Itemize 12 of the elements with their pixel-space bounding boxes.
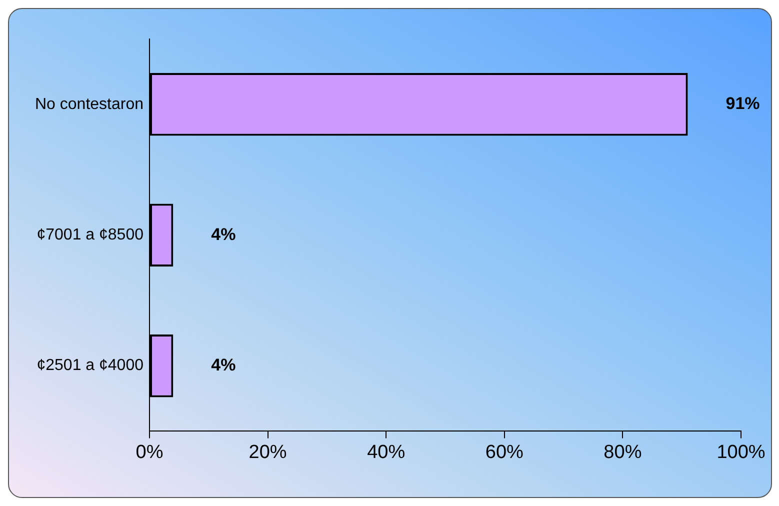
x-tick-label: 80% — [604, 442, 642, 463]
data-label: 4% — [211, 356, 236, 375]
data-label: 4% — [211, 224, 236, 244]
x-tick-label: 20% — [248, 442, 287, 463]
data-label: 91% — [726, 94, 760, 114]
y-tick-label: No contestaron — [34, 96, 144, 113]
y-tick-label: ¢7001 a ¢8500 — [36, 226, 144, 244]
x-tick-label: 60% — [485, 442, 524, 463]
x-tick-label: 0% — [136, 442, 164, 463]
x-tick-label: 100% — [716, 442, 766, 463]
y-tick-label: ¢2501 a ¢4000 — [36, 357, 144, 374]
x-tick-label: 40% — [367, 442, 406, 463]
